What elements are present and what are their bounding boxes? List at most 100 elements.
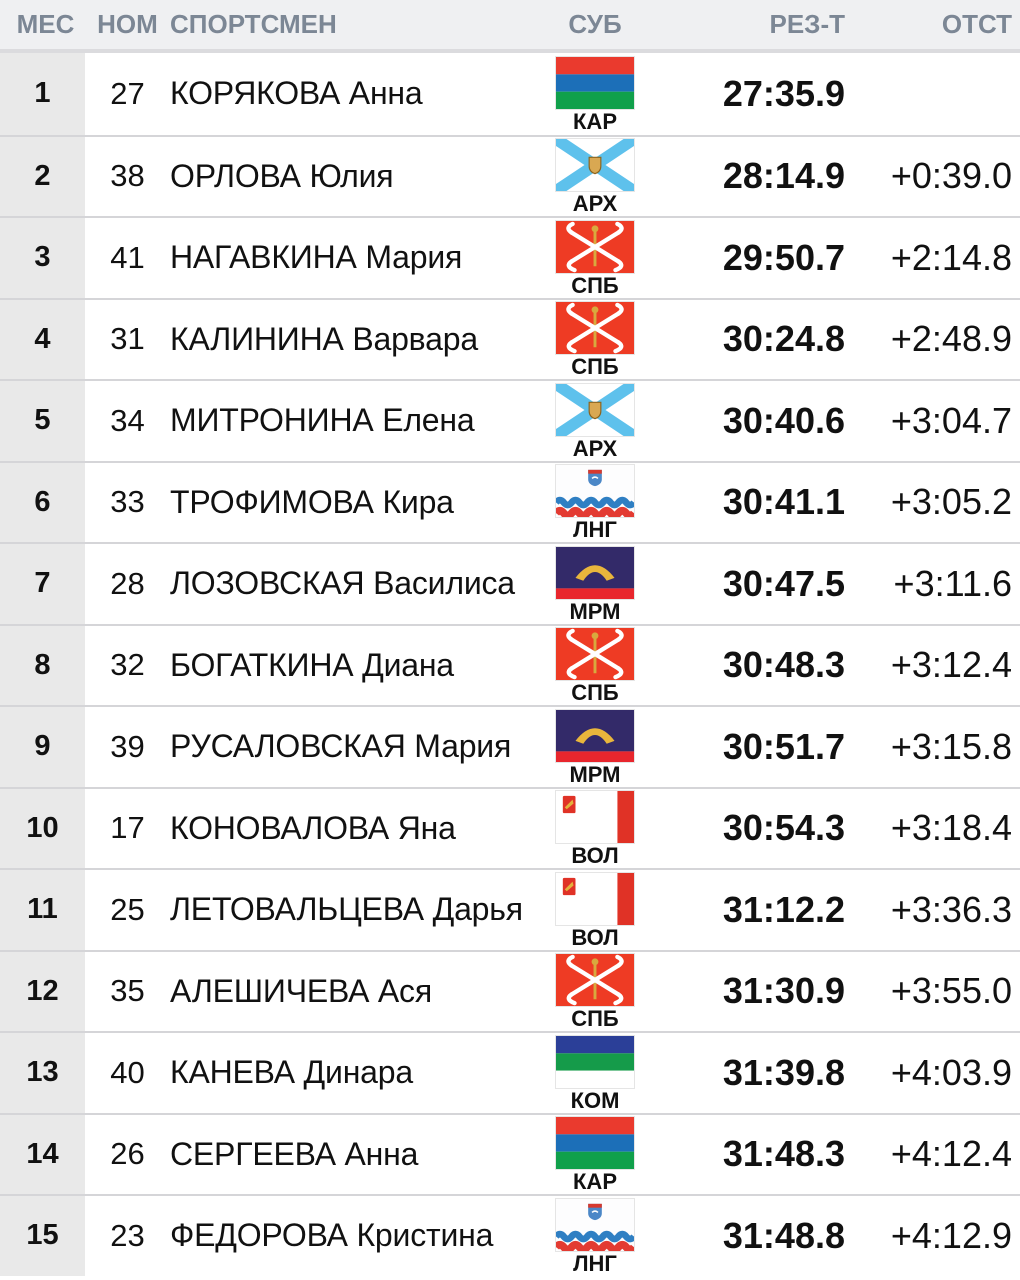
table-row[interactable]: 14 26 СЕРГЕЕВА Анна КАР 31:48.3 +4:12.4	[0, 1112, 1020, 1195]
region-code: ВОЛ	[571, 843, 619, 869]
gap-time: +3:12.4	[890, 644, 1012, 686]
region-code: МРМ	[569, 761, 621, 787]
place-cell: 2	[0, 136, 85, 216]
bib-cell: 27	[110, 75, 145, 111]
region-code: ВОЛ	[571, 924, 619, 950]
athlete-name: СЕРГЕЕВА Анна	[170, 1135, 419, 1172]
bib-cell: 28	[110, 565, 145, 601]
bib-cell: 39	[110, 728, 145, 764]
result-time: 30:40.6	[722, 399, 845, 441]
region-code: СПБ	[571, 1006, 619, 1032]
region-cell: СПБ	[515, 299, 675, 380]
result-time: 27:35.9	[722, 72, 845, 114]
region-cell: МРМ	[515, 707, 675, 788]
table-row[interactable]: 13 40 КАНЕВА Динара КОМ 31:39.8 +4:03.9	[0, 1031, 1020, 1113]
gap-time: +3:15.8	[890, 725, 1012, 767]
athlete-name: РУСАЛОВСКАЯ Мария	[170, 728, 512, 765]
region-code: КАР	[573, 108, 617, 134]
gap-time: +3:05.2	[890, 481, 1012, 523]
table-row[interactable]: 10 17 КОНОВАЛОВА Яна ВОЛ 30:54.3 +3:18.4	[0, 786, 1020, 869]
result-time: 30:54.3	[722, 807, 845, 849]
gap-time: +4:12.4	[890, 1133, 1012, 1175]
region-code: АРХ	[572, 191, 618, 217]
gap-time: +3:04.7	[890, 399, 1012, 441]
athlete-name: БОГАТКИНА Диана	[170, 646, 454, 683]
gap-time: +3:55.0	[890, 970, 1012, 1012]
bib-cell: 33	[110, 484, 145, 520]
region-cell: ЛНГ	[515, 1196, 675, 1277]
result-time: 31:39.8	[722, 1051, 845, 1093]
gap-time: +4:12.9	[890, 1214, 1012, 1256]
result-time: 31:48.3	[722, 1133, 845, 1175]
place-cell: 4	[0, 299, 85, 379]
region-cell: ВОЛ	[515, 870, 675, 951]
result-time: 31:12.2	[722, 888, 845, 930]
table-row[interactable]: 5 34 МИТРОНИНА Елена АРХ 30:40.6 +3:04.7	[0, 379, 1020, 461]
table-row[interactable]: 8 32 БОГАТКИНА Диана СПБ 30:48.3 +3:12.4	[0, 623, 1020, 706]
table-row[interactable]: 4 31 КАЛИНИНА Варвара СПБ 30:24.8 +2:48.…	[0, 297, 1020, 380]
region-flag-icon	[555, 382, 635, 437]
region-code: ЛНГ	[573, 517, 617, 543]
gap-time: +0:39.0	[890, 155, 1012, 197]
column-header-result: РЕЗ-Т	[769, 9, 845, 39]
region-cell: СПБ	[515, 951, 675, 1032]
athlete-name: ТРОФИМОВА Кира	[170, 483, 454, 520]
table-row[interactable]: 3 41 НАГАВКИНА Мария СПБ 29:50.7 +2:14.8	[0, 216, 1020, 298]
table-row[interactable]: 9 39 РУСАЛОВСКАЯ Мария МРМ 30:51.7 +3:15…	[0, 705, 1020, 787]
region-flag-icon	[555, 138, 635, 193]
result-time: 30:47.5	[722, 562, 845, 604]
bib-cell: 23	[110, 1217, 145, 1253]
table-row[interactable]: 6 33 ТРОФИМОВА Кира ЛНГ 30:41.1 +3:05.2	[0, 460, 1020, 543]
region-flag-icon	[555, 545, 635, 600]
region-flag-icon	[555, 1197, 635, 1252]
athlete-name: КОНОВАЛОВА Яна	[170, 809, 456, 846]
region-flag-icon	[555, 219, 635, 274]
region-cell: ВОЛ	[515, 788, 675, 869]
place-cell: 8	[0, 625, 85, 705]
region-code: СПБ	[571, 272, 619, 298]
region-code: АРХ	[572, 435, 618, 461]
region-cell: АРХ	[515, 136, 675, 217]
place-cell: 15	[0, 1196, 85, 1276]
bib-cell: 38	[110, 158, 145, 194]
column-header-bib: НОМ	[97, 9, 158, 39]
region-flag-icon	[555, 790, 635, 845]
gap-time: +2:48.9	[890, 318, 1012, 360]
gap-time: +3:11.6	[893, 562, 1012, 604]
place-cell: 10	[0, 788, 85, 868]
region-code: СПБ	[571, 354, 619, 380]
region-cell: КАР	[515, 53, 675, 136]
region-cell: СПБ	[515, 625, 675, 706]
region-code: СПБ	[571, 680, 619, 706]
table-row[interactable]: 7 28 ЛОЗОВСКАЯ Василиса МРМ 30:47.5 +3:1…	[0, 542, 1020, 624]
table-row[interactable]: 11 25 ЛЕТОВАЛЬЦЕВА Дарья ВОЛ 31:12.2 +3:…	[0, 868, 1020, 950]
region-flag-icon	[555, 301, 635, 356]
table-row[interactable]: 1 27 КОРЯКОВА Анна КАР 27:35.9	[0, 53, 1020, 135]
table-body: 1 27 КОРЯКОВА Анна КАР 27:35.9 2 38 ОРЛО…	[0, 53, 1020, 1276]
region-cell: КОМ	[515, 1033, 675, 1114]
region-code: КАР	[573, 1169, 617, 1195]
result-time: 28:14.9	[722, 155, 845, 197]
athlete-name: ЛЕТОВАЛЬЦЕВА Дарья	[170, 891, 523, 928]
table-row[interactable]: 12 35 АЛЕШИЧЕВА Ася СПБ 31:30.9 +3:55.0	[0, 949, 1020, 1032]
place-cell: 9	[0, 707, 85, 787]
bib-cell: 26	[110, 1136, 145, 1172]
result-time: 30:41.1	[722, 481, 845, 523]
athlete-name: ФЕДОРОВА Кристина	[170, 1217, 494, 1254]
athlete-name: КАЛИНИНА Варвара	[170, 320, 478, 357]
column-header-place: МЕС	[16, 9, 75, 39]
athlete-name: КАНЕВА Динара	[170, 1054, 413, 1091]
region-flag-icon	[555, 627, 635, 682]
bib-cell: 40	[110, 1054, 145, 1090]
region-cell: КАР	[515, 1114, 675, 1195]
athlete-name: КОРЯКОВА Анна	[170, 75, 423, 112]
result-time: 30:51.7	[722, 725, 845, 767]
region-flag-icon	[555, 953, 635, 1008]
region-cell: МРМ	[515, 544, 675, 625]
table-row[interactable]: 15 23 ФЕДОРОВА Кристина ЛНГ 31:48.8 +4:1…	[0, 1194, 1020, 1276]
region-code: КОМ	[570, 1087, 620, 1113]
gap-time: +3:36.3	[890, 888, 1012, 930]
gap-time: +4:03.9	[890, 1051, 1012, 1093]
table-row[interactable]: 2 38 ОРЛОВА Юлия АРХ 28:14.9 +0:39.0	[0, 134, 1020, 217]
